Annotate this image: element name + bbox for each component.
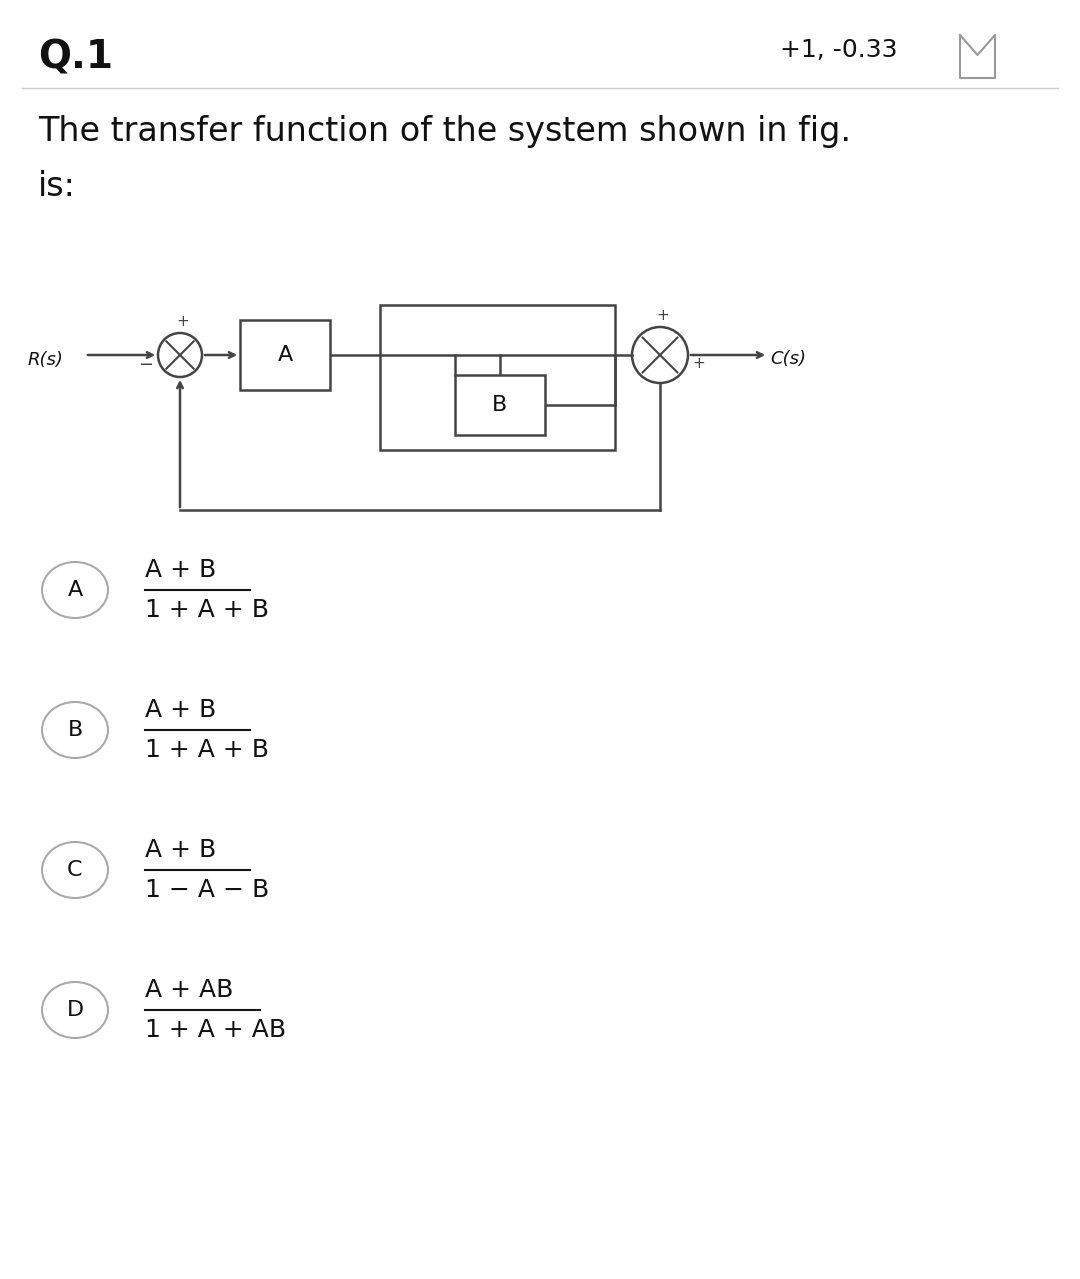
Text: A + AB: A + AB [145, 978, 233, 1001]
Text: A: A [278, 345, 293, 365]
Text: +1, -0.33: +1, -0.33 [780, 38, 897, 61]
Text: +: + [657, 308, 670, 324]
Text: 1 + A + B: 1 + A + B [145, 599, 269, 622]
Text: −: − [138, 356, 153, 373]
Text: C: C [67, 859, 83, 880]
Bar [455, 375, 545, 435]
Text: is:: is: [38, 170, 76, 203]
Text: R(s): R(s) [28, 350, 64, 370]
Bar [240, 320, 330, 390]
Text: The transfer function of the system shown in fig.: The transfer function of the system show… [38, 115, 851, 148]
Text: A + B: A + B [145, 698, 216, 723]
Text: +: + [177, 315, 189, 329]
Text: B: B [492, 395, 508, 414]
Text: A: A [67, 579, 83, 600]
Text: +: + [692, 356, 705, 371]
Text: D: D [67, 1000, 83, 1019]
Bar [380, 304, 615, 450]
Text: B: B [67, 720, 83, 741]
Text: Q.1: Q.1 [38, 38, 113, 75]
Text: A + B: A + B [145, 838, 216, 862]
Text: A + B: A + B [145, 558, 216, 582]
Text: 1 − A − B: 1 − A − B [145, 877, 269, 902]
Text: 1 + A + B: 1 + A + B [145, 738, 269, 762]
Text: C(s): C(s) [770, 350, 806, 368]
Text: 1 + A + AB: 1 + A + AB [145, 1018, 286, 1042]
